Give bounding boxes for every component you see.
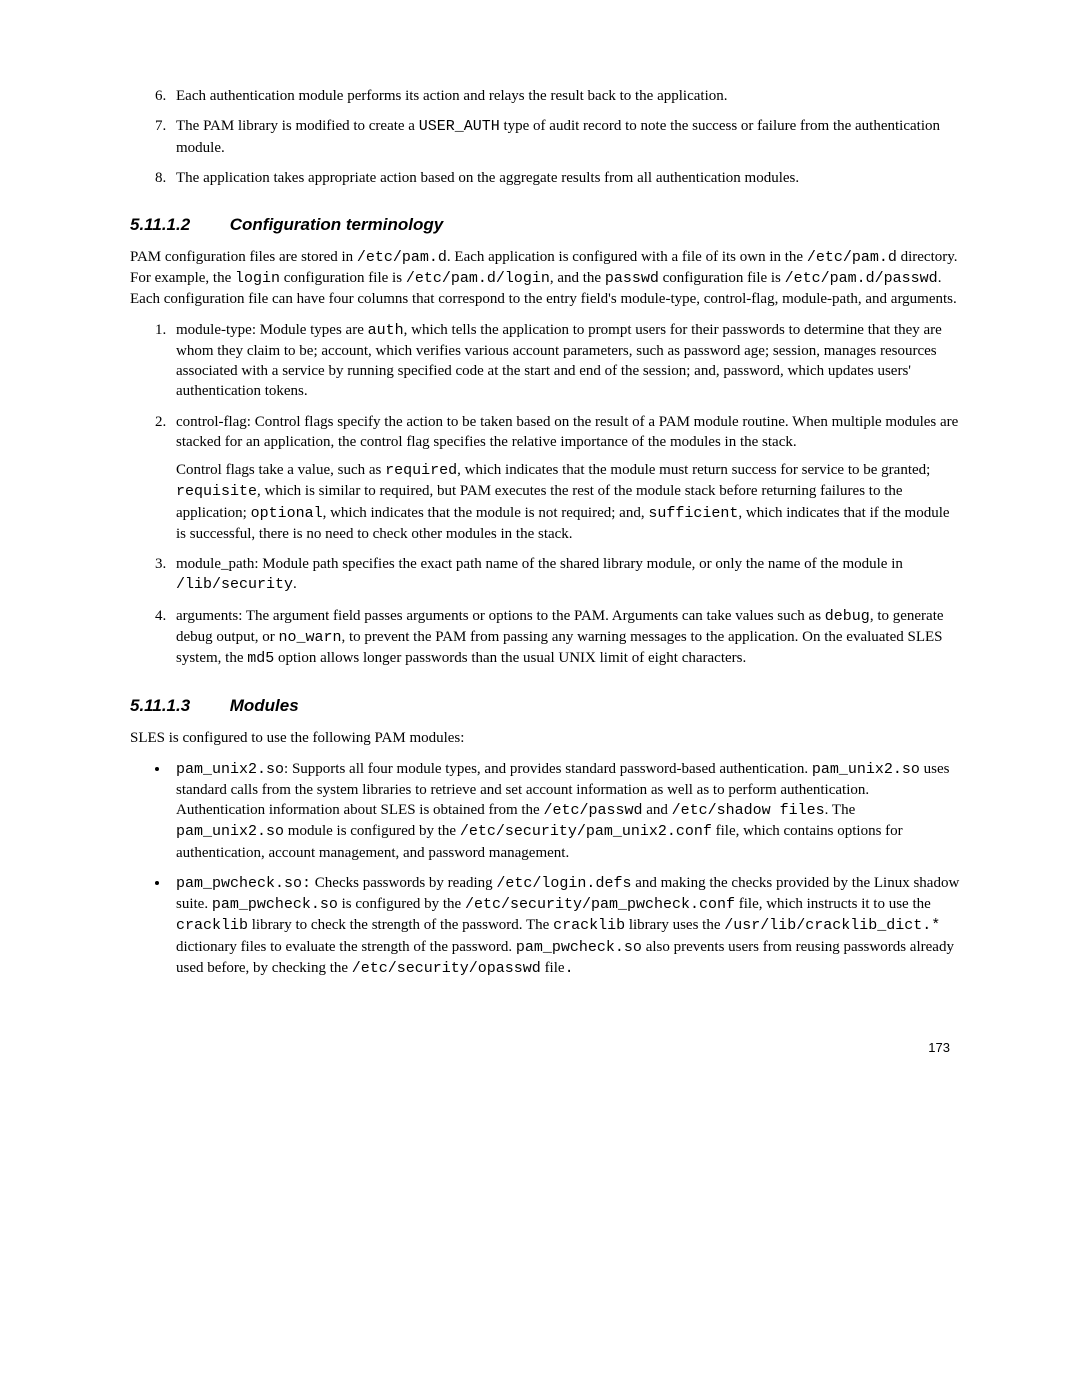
list-item: pam_unix2.so: Supports all four module t… <box>170 759 960 863</box>
list-item: The application takes appropriate action… <box>170 168 960 188</box>
page-number: 173 <box>130 1039 960 1057</box>
intro-numbered-list: Each authentication module performs its … <box>130 86 960 188</box>
list-item: arguments: The argument field passes arg… <box>170 606 960 670</box>
section2-intro-paragraph: SLES is configured to use the following … <box>130 728 960 748</box>
list-item: pam_pwcheck.so: Checks passwords by read… <box>170 873 960 979</box>
section-number: 5.11.1.3 <box>130 695 225 718</box>
section-title: Modules <box>230 696 299 715</box>
list-item: Each authentication module performs its … <box>170 86 960 106</box>
list-item: module_path: Module path specifies the e… <box>170 554 960 596</box>
section-heading-config-terminology: 5.11.1.2 Configuration terminology <box>130 214 960 237</box>
list-item: module-type: Module types are auth, whic… <box>170 320 960 402</box>
list-item: control-flag: Control flags specify the … <box>170 412 960 545</box>
section-title: Configuration terminology <box>230 215 443 234</box>
section1-numbered-list: module-type: Module types are auth, whic… <box>130 320 960 670</box>
section-number: 5.11.1.2 <box>130 214 225 237</box>
section1-intro-paragraph: PAM configuration files are stored in /e… <box>130 247 960 310</box>
list-item: The PAM library is modified to create a … <box>170 116 960 158</box>
section2-bullet-list: pam_unix2.so: Supports all four module t… <box>130 759 960 980</box>
section-heading-modules: 5.11.1.3 Modules <box>130 695 960 718</box>
